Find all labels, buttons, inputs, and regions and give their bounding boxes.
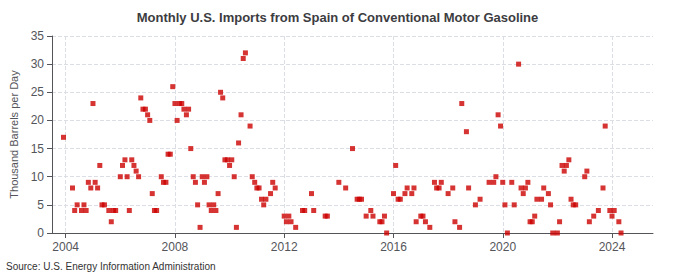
svg-text:2012: 2012 [271, 240, 298, 254]
svg-text:15: 15 [31, 142, 45, 156]
svg-text:30: 30 [31, 57, 45, 71]
svg-text:Source: U.S. Energy Informatio: Source: U.S. Energy Information Administ… [6, 261, 216, 272]
svg-text:35: 35 [31, 29, 45, 43]
svg-text:5: 5 [37, 198, 44, 212]
svg-text:2016: 2016 [380, 240, 407, 254]
svg-text:2004: 2004 [52, 240, 79, 254]
svg-text:0: 0 [37, 226, 44, 240]
svg-text:25: 25 [31, 85, 45, 99]
svg-text:Monthly U.S. Imports from Spai: Monthly U.S. Imports from Spain of Conve… [137, 10, 539, 25]
svg-text:2020: 2020 [489, 240, 516, 254]
svg-text:2008: 2008 [162, 240, 189, 254]
svg-text:20: 20 [31, 113, 45, 127]
svg-text:Thousand Barrels per Day: Thousand Barrels per Day [8, 70, 20, 199]
svg-text:2024: 2024 [599, 240, 626, 254]
svg-text:10: 10 [31, 170, 45, 184]
